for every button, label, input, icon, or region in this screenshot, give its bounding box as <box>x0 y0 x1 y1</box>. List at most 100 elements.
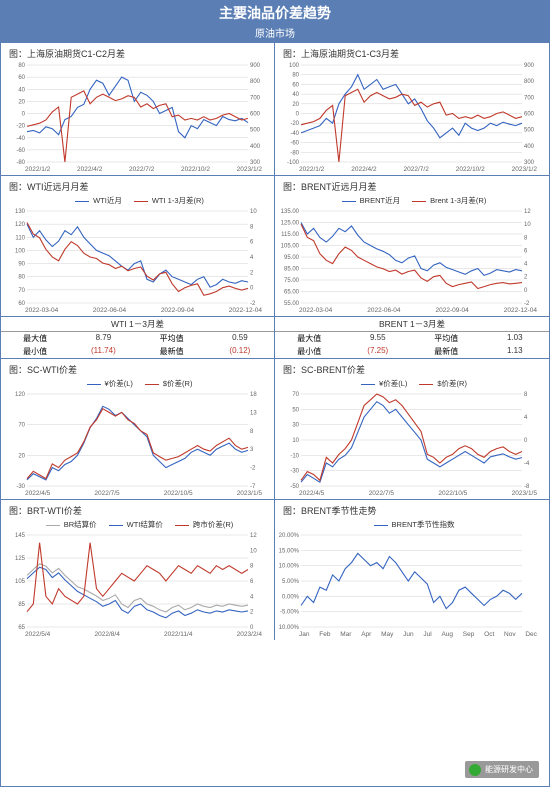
c1c3-xaxis: 2022/1/22022/4/22022/7/22022/10/22023/1/… <box>279 166 545 173</box>
svg-text:18: 18 <box>250 392 257 398</box>
sc_brent-xaxis: 2022/4/52022/7/52022/10/52023/1/5 <box>279 490 545 497</box>
stats-wti: WTI 1－3月差最大值8.79平均值0.59最小值(11.74)最新值(0.1… <box>1 317 275 358</box>
brent_near-xaxis: 2022-03-042022-06-042022-09-042022-12-04 <box>279 307 545 314</box>
svg-text:900: 900 <box>524 63 535 69</box>
svg-text:10: 10 <box>250 548 257 554</box>
svg-text:100: 100 <box>289 63 300 69</box>
page-subtitle: 原油市场 <box>1 25 549 43</box>
svg-text:20.00%: 20.00% <box>279 533 300 539</box>
svg-text:600: 600 <box>250 112 261 118</box>
brent_season-xaxis: JanFebMarAprMayJunJulAugSepOctNovDec <box>279 631 545 638</box>
chart-brent-season: 图：BRENT季节性走势BRENT季节性指数-10.00%-5.00%0.00%… <box>275 500 549 640</box>
svg-text:120: 120 <box>15 392 26 398</box>
svg-text:-10: -10 <box>290 453 299 459</box>
svg-text:600: 600 <box>524 112 535 118</box>
svg-text:13: 13 <box>250 410 257 416</box>
svg-text:3: 3 <box>250 447 254 453</box>
brt_wti-xaxis: 2022/5/42022/8/42022/11/42023/2/4 <box>5 631 270 638</box>
svg-text:4: 4 <box>524 415 528 421</box>
svg-text:400: 400 <box>250 144 261 150</box>
svg-text:500: 500 <box>524 128 535 134</box>
svg-text:8: 8 <box>250 564 254 570</box>
svg-text:85: 85 <box>18 602 25 608</box>
chart-brt-wti: 图：BRT-WTI价差BR结算价WTI结算价跨市价差(R)65851051251… <box>1 500 275 640</box>
svg-text:55.00: 55.00 <box>284 301 300 307</box>
stats-row: WTI 1－3月差最大值8.79平均值0.59最小值(11.74)最新值(0.1… <box>1 317 549 359</box>
stats-brent: BRENT 1－3月差最大值9.55平均值1.03最小值(7.25)最新值1.1… <box>275 317 549 358</box>
svg-text:10.00%: 10.00% <box>279 564 300 570</box>
stats-row: 最大值8.79平均值0.59 <box>1 332 274 345</box>
chart-sc-wti: 图：SC-WTI价差¥价差(L)$价差(R)-302070120-7-23813… <box>1 359 275 499</box>
svg-text:125.00: 125.00 <box>281 221 300 227</box>
svg-text:900: 900 <box>250 63 261 69</box>
wti_near-xaxis: 2022-03-042022-06-042022-09-042022-12-04 <box>5 307 270 314</box>
svg-text:20: 20 <box>292 102 299 108</box>
svg-text:800: 800 <box>524 79 535 85</box>
brent_near-title: 图：BRENT近远月月差 <box>279 178 545 194</box>
svg-text:40: 40 <box>292 92 299 98</box>
svg-text:2: 2 <box>524 275 528 281</box>
sc_brent-legend: ¥价差(L)$价差(R) <box>279 377 545 390</box>
svg-text:20: 20 <box>18 453 25 459</box>
chart-wti-near: 图：WTI近远月月差WTI近月WTI 1-3月差(R)6070809010011… <box>1 176 275 316</box>
svg-text:145: 145 <box>15 533 26 539</box>
svg-text:500: 500 <box>250 128 261 134</box>
svg-text:15.00%: 15.00% <box>279 548 300 554</box>
svg-text:40: 40 <box>18 87 25 93</box>
wti-stats-title: WTI 1－3月差 <box>1 317 274 332</box>
svg-text:-30: -30 <box>290 469 299 475</box>
brt_wti-title: 图：BRT-WTI价差 <box>5 502 270 518</box>
svg-text:4: 4 <box>250 594 254 600</box>
svg-text:70: 70 <box>18 288 25 294</box>
svg-text:70: 70 <box>18 423 25 429</box>
svg-text:80: 80 <box>292 73 299 79</box>
svg-text:100: 100 <box>15 248 26 254</box>
svg-text:-60: -60 <box>16 148 25 154</box>
row-1: 图：上海原油期货C1-C2月差-80-60-40-200204060803004… <box>1 43 549 176</box>
wti_near-legend: WTI近月WTI 1-3月差(R) <box>5 194 270 207</box>
svg-text:10: 10 <box>292 438 299 444</box>
svg-text:-20: -20 <box>290 121 299 127</box>
wti_near-title: 图：WTI近远月月差 <box>5 178 270 194</box>
brt_wti-legend: BR结算价WTI结算价跨市价差(R) <box>5 518 270 531</box>
svg-text:0: 0 <box>250 286 254 292</box>
brent-stats-title: BRENT 1－3月差 <box>275 317 549 332</box>
svg-text:4: 4 <box>250 255 254 261</box>
svg-text:8: 8 <box>250 224 254 230</box>
svg-text:-80: -80 <box>290 150 299 156</box>
c1c3-title: 图：上海原油期货C1-C3月差 <box>279 45 545 61</box>
svg-text:12: 12 <box>524 209 531 215</box>
svg-text:5.00%: 5.00% <box>282 579 300 585</box>
page-title: 主要油品价差趋势 <box>1 1 549 25</box>
svg-text:105.00: 105.00 <box>281 244 300 250</box>
svg-text:2: 2 <box>250 610 254 616</box>
svg-text:0: 0 <box>296 112 300 118</box>
brent_season-title: 图：BRENT季节性走势 <box>279 502 545 518</box>
svg-text:0.00%: 0.00% <box>282 594 300 600</box>
svg-text:8: 8 <box>524 235 528 241</box>
svg-text:6: 6 <box>250 579 254 585</box>
svg-text:90: 90 <box>18 262 25 268</box>
svg-text:60: 60 <box>18 75 25 81</box>
svg-text:10: 10 <box>524 222 531 228</box>
svg-text:12: 12 <box>250 533 257 539</box>
svg-text:4: 4 <box>524 262 528 268</box>
svg-text:75.00: 75.00 <box>284 278 300 284</box>
brent_near-legend: BRENT近月Brent 1-3月差(R) <box>279 194 545 207</box>
svg-text:-5.00%: -5.00% <box>280 610 300 616</box>
svg-text:60: 60 <box>292 82 299 88</box>
svg-text:8: 8 <box>524 392 528 398</box>
svg-text:6: 6 <box>250 240 254 246</box>
svg-text:400: 400 <box>524 144 535 150</box>
chart-c1c2: 图：上海原油期货C1-C2月差-80-60-40-200204060803004… <box>1 43 275 175</box>
svg-text:80: 80 <box>18 275 25 281</box>
svg-text:-40: -40 <box>16 136 25 142</box>
svg-text:8: 8 <box>250 429 254 435</box>
row-2: 图：WTI近远月月差WTI近月WTI 1-3月差(R)6070809010011… <box>1 176 549 317</box>
svg-text:-40: -40 <box>290 131 299 137</box>
sc_wti-xaxis: 2022/4/52022/7/52022/10/52023/1/5 <box>5 490 270 497</box>
svg-text:65.00: 65.00 <box>284 290 300 296</box>
svg-text:10: 10 <box>250 209 257 215</box>
c1c2-xaxis: 2022/1/22022/4/22022/7/22022/10/22023/1/… <box>5 166 270 173</box>
svg-text:80: 80 <box>18 63 25 69</box>
